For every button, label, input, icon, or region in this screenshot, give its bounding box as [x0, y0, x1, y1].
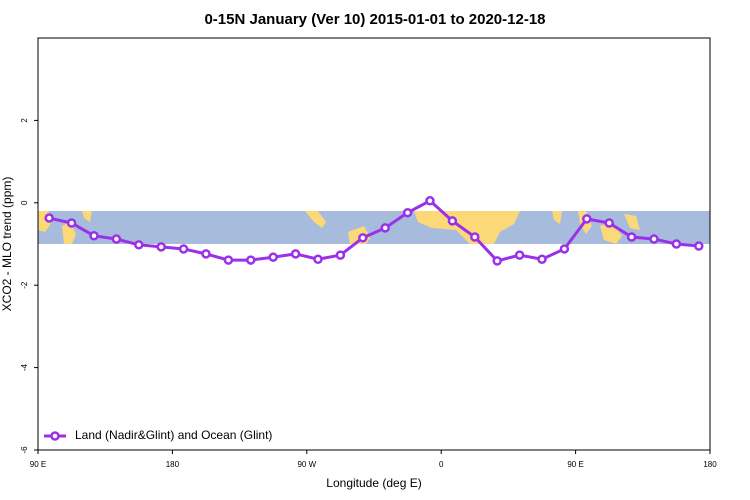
x-tick-label: 180: [166, 460, 180, 469]
data-point: [111, 234, 122, 244]
y-tick-label: -4: [20, 363, 29, 371]
data-point: [470, 232, 480, 242]
data-point: [268, 252, 278, 262]
y-tick-label: -6: [20, 446, 29, 454]
data-point: [313, 254, 323, 264]
data-point: [66, 218, 77, 228]
data-point: [89, 231, 99, 241]
x-tick-label: 90 E: [567, 460, 583, 469]
data-point: [425, 195, 435, 206]
data-point: [514, 250, 525, 260]
y-axis-label: XCO2 - MLO trend (ppm): [0, 177, 14, 312]
data-point: [582, 214, 592, 224]
plot-frame: [37, 37, 711, 451]
data-point: [559, 244, 570, 254]
data-point: [134, 240, 144, 250]
map-band: [38, 211, 710, 244]
data-point: [649, 234, 659, 244]
data-point: [604, 218, 614, 228]
data-point: [290, 249, 301, 259]
x-tick-label: 180: [703, 460, 717, 469]
data-point: [492, 256, 502, 266]
legend-marker: [50, 431, 60, 441]
data-point: [178, 244, 189, 254]
data-point: [223, 255, 234, 265]
data-point: [44, 213, 54, 223]
y-tick-label: 2: [20, 118, 29, 123]
data-point: [447, 216, 458, 226]
data-point: [380, 223, 390, 233]
data-point: [626, 232, 637, 242]
x-tick-label: 0: [439, 460, 444, 469]
x-tick-label: 90 E: [30, 460, 46, 469]
data-point: [537, 254, 547, 264]
data-point: [201, 249, 211, 259]
chart-title: 0-15N January (Ver 10) 2015-01-01 to 202…: [204, 11, 545, 28]
legend-label: Land (Nadir&Glint) and Ocean (Glint): [75, 428, 272, 442]
data-point: [246, 255, 256, 265]
x-axis-label: Longitude (deg E): [326, 476, 421, 490]
data-point: [402, 207, 413, 218]
x-tick-label: 90 W: [297, 460, 316, 469]
data-point: [671, 239, 682, 249]
y-tick-label: 0: [20, 200, 29, 205]
data-point: [694, 241, 704, 251]
y-tick-label: -2: [20, 281, 29, 289]
data-point: [335, 250, 346, 260]
data-point: [156, 242, 166, 252]
data-point: [358, 233, 368, 243]
